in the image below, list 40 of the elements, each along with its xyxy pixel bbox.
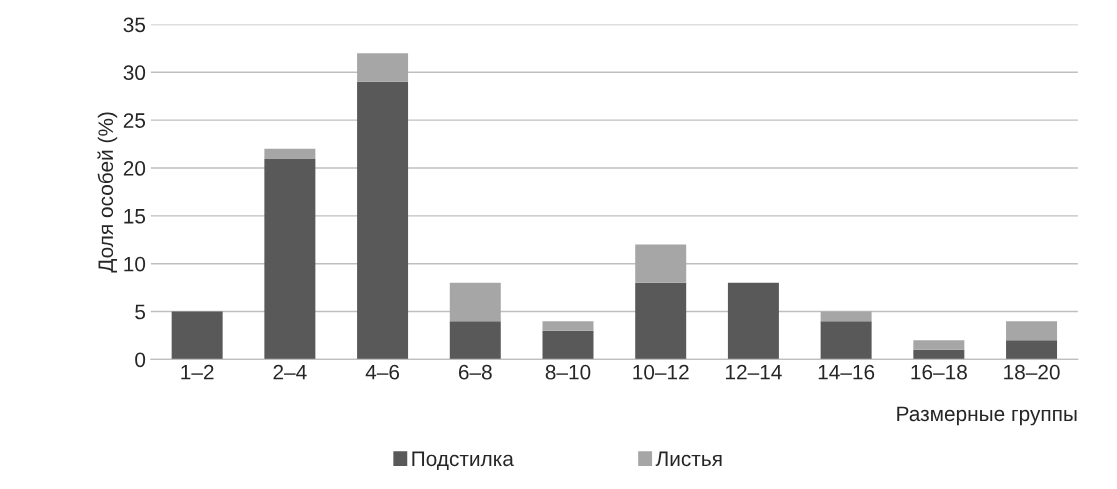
bar [820,321,872,360]
y-tick-label: 15 [124,209,146,224]
x-tick-label: 12–14 [726,364,782,380]
x-tick-label: 6–8 [458,364,492,380]
y-tick-label: 10 [124,256,146,272]
bar [1006,340,1058,360]
y-tick-label: 25 [123,113,146,128]
bar [1006,321,1058,341]
y-tick-label: 20 [123,161,146,176]
bar [635,282,687,360]
bar [171,311,223,360]
legend-label: Листья [655,451,722,467]
x-tick-label: 4–6 [365,364,400,380]
x-axis-title: Размерные группы [897,406,1077,426]
x-tick-label: 18–20 [1004,364,1060,380]
bar [820,311,872,322]
x-tick-label: 10–12 [633,364,689,380]
x-tick-label: 2–4 [273,364,307,380]
bar [913,340,965,350]
x-tick-label: 16–18 [911,364,967,380]
legend-label: Подстилка [412,451,514,471]
y-tick-label: 5 [135,304,146,320]
bar [542,321,594,331]
bar [727,282,779,360]
y-tick-label: 35 [123,17,146,33]
y-tick-label: 30 [123,65,146,81]
bar [635,244,687,283]
bar [264,158,316,360]
bar [264,148,316,159]
bar [913,349,965,360]
y-tick-label: 0 [135,352,146,368]
x-tick-label: 1–2 [181,364,214,380]
bar [542,330,594,360]
bar [449,321,501,360]
bar [449,282,501,322]
x-tick-label: 14–16 [818,364,875,380]
y-axis-title: Доля особей (%) [97,112,118,273]
x-tick-label: 8–10 [545,364,591,380]
bar [357,81,409,360]
bar [357,53,409,82]
